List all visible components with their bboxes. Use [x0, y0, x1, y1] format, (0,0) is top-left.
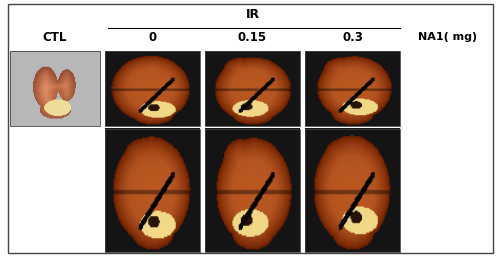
Text: IR: IR: [246, 8, 260, 21]
Text: 0: 0: [148, 31, 156, 44]
Bar: [305, 128, 400, 252]
Bar: [205, 51, 300, 126]
Text: NA1( mg): NA1( mg): [418, 32, 477, 42]
Text: CTL: CTL: [43, 31, 67, 44]
Bar: [305, 51, 400, 126]
Bar: [105, 128, 200, 252]
Text: 0.15: 0.15: [238, 31, 267, 44]
Bar: [10, 51, 100, 126]
Bar: [105, 51, 200, 126]
Bar: [205, 128, 300, 252]
Text: 0.3: 0.3: [342, 31, 363, 44]
